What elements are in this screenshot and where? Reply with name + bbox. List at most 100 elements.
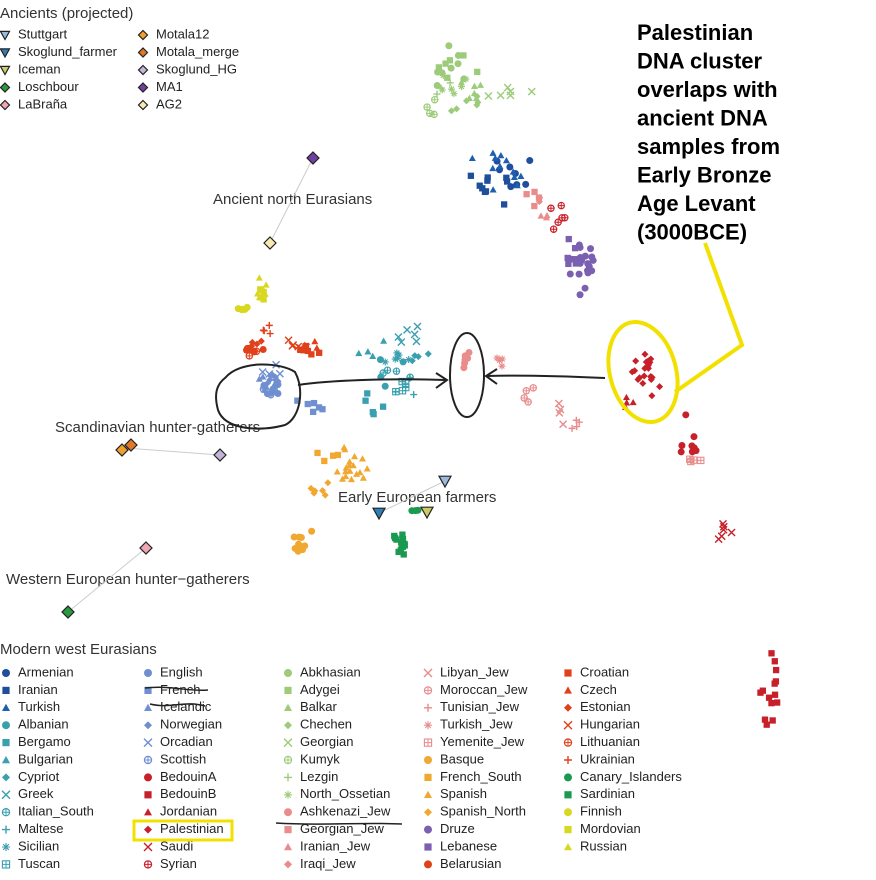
marker <box>398 387 407 395</box>
marker-shape <box>424 756 432 764</box>
marker-shape <box>359 455 367 462</box>
marker-shape <box>424 860 432 869</box>
marker <box>506 91 515 100</box>
marker-shape <box>467 172 475 179</box>
marker-shape <box>424 825 432 834</box>
marker <box>640 372 648 380</box>
marker <box>587 245 595 253</box>
marker-shape <box>506 163 514 171</box>
marker-shape <box>768 650 775 657</box>
marker-shape <box>139 541 153 555</box>
marker <box>484 177 491 184</box>
marker <box>139 541 153 555</box>
marker-shape <box>714 535 723 544</box>
marker-shape <box>678 441 686 449</box>
marker-shape <box>254 290 262 297</box>
marker-shape <box>290 533 298 541</box>
marker-shape <box>489 149 497 156</box>
marker-shape <box>115 443 129 457</box>
marker <box>255 293 263 300</box>
marker-shape <box>498 362 506 370</box>
marker-shape <box>314 449 321 457</box>
marker-shape <box>444 74 451 81</box>
marker <box>719 525 728 534</box>
marker <box>424 790 432 798</box>
marker-shape <box>564 686 572 694</box>
marker <box>284 721 292 730</box>
marker <box>144 669 152 677</box>
marker-shape <box>393 349 401 357</box>
marker-shape <box>644 362 652 370</box>
marker <box>1 790 11 800</box>
marker <box>259 373 267 380</box>
marker <box>622 393 630 401</box>
legend-label: Motala_merge <box>156 44 239 59</box>
marker <box>424 808 432 817</box>
marker-shape <box>0 48 11 59</box>
legend-label: Cypriot <box>18 769 60 784</box>
marker-shape <box>362 397 369 404</box>
marker <box>564 254 571 262</box>
marker-shape <box>558 202 565 209</box>
marker <box>310 399 318 407</box>
marker <box>424 721 432 730</box>
marker-shape <box>0 65 11 76</box>
marker <box>255 375 263 382</box>
marker <box>2 825 10 834</box>
marker <box>254 290 262 297</box>
marker-shape <box>763 721 770 728</box>
marker <box>453 105 461 113</box>
legend-label: Tuscan <box>18 856 60 871</box>
marker <box>632 357 640 365</box>
marker-shape <box>419 506 435 520</box>
marker <box>554 399 563 408</box>
marker-shape <box>246 352 253 360</box>
marker-shape <box>491 154 499 161</box>
marker <box>321 457 328 465</box>
marker-shape <box>288 341 297 350</box>
marker-shape <box>308 527 316 535</box>
marker <box>527 87 536 96</box>
marker-shape <box>144 669 152 677</box>
marker <box>564 791 572 799</box>
legend-label: Russian <box>580 838 627 853</box>
marker-shape <box>622 393 630 401</box>
marker <box>369 352 377 359</box>
marker-shape <box>634 375 642 383</box>
marker <box>442 60 449 67</box>
marker <box>301 542 309 550</box>
marker <box>565 260 572 268</box>
marker-shape <box>260 296 267 303</box>
marker-shape <box>565 235 572 243</box>
marker <box>424 843 432 851</box>
marker <box>359 455 367 462</box>
legend-label: Stuttgart <box>18 26 68 41</box>
marker <box>0 48 11 59</box>
marker-shape <box>479 185 486 192</box>
marker <box>307 484 315 492</box>
marker <box>537 212 545 219</box>
marker-shape <box>727 528 736 537</box>
marker <box>284 703 292 711</box>
marker-shape <box>656 383 664 391</box>
marker-shape <box>349 462 357 469</box>
marker <box>413 322 422 331</box>
marker <box>522 387 531 395</box>
marker <box>446 79 454 87</box>
marker <box>397 338 406 347</box>
marker <box>349 462 357 469</box>
marker <box>284 860 292 869</box>
marker-shape <box>500 201 508 208</box>
marker <box>447 107 455 115</box>
marker-shape <box>284 773 292 782</box>
marker-shape <box>489 164 497 172</box>
marker-shape <box>137 47 149 58</box>
marker-shape <box>284 721 292 730</box>
marker <box>144 773 152 782</box>
marker <box>571 245 579 252</box>
callout-line: samples from <box>637 134 780 159</box>
marker-shape <box>255 375 263 382</box>
marker-shape <box>523 387 530 394</box>
marker <box>547 204 555 212</box>
marker-shape <box>355 349 363 357</box>
